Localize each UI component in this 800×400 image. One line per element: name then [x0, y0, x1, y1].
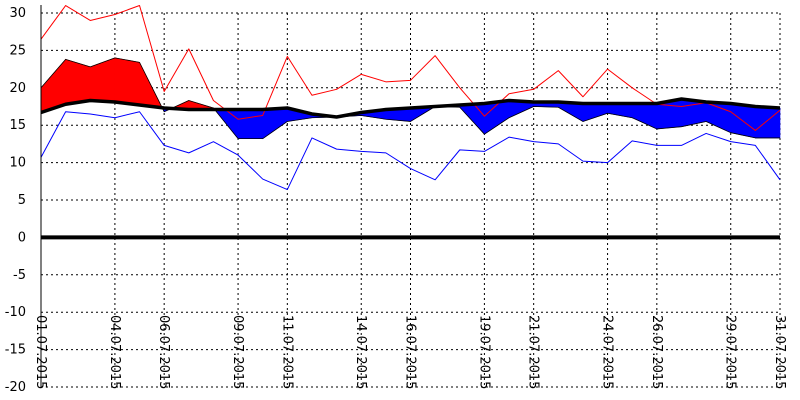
y-tick-label: 20	[9, 81, 26, 96]
series-lines	[40, 5, 781, 191]
deviation-fill-segment	[631, 103, 658, 130]
y-tick-labels: 30 25 20 15 10 5 0 -5 -10 -15 -20	[5, 6, 26, 395]
deviation-fill-segment	[755, 106, 781, 139]
x-tick-label: 19.07.2015	[476, 315, 491, 389]
y-tick-label: 15	[9, 118, 26, 133]
x-tick-labels: 01.07.2015 04.07.2015 06.07.2015 09.07.2015…	[33, 315, 787, 389]
y-tick-label: -5	[13, 268, 26, 283]
x-tick-label: 06.07.2015	[156, 315, 171, 389]
y-tick-label: 5	[18, 193, 26, 208]
x-tick-label: 04.07.2015	[107, 315, 122, 389]
y-tick-label: 10	[9, 156, 26, 171]
x-tick-label: 09.07.2015	[230, 315, 245, 389]
deviation-fill-segment	[262, 107, 288, 140]
y-tick-label: -20	[5, 380, 26, 395]
reference-mean-line	[40, 97, 781, 119]
x-tick-label: 31.07.2015	[772, 315, 787, 389]
x-tick-label: 11.07.2015	[279, 315, 294, 389]
x-tick-label: 01.07.2015	[33, 315, 48, 389]
x-tick-label: 16.07.2015	[403, 315, 418, 389]
mean-temperature-line	[40, 57, 780, 140]
x-tick-label: 14.07.2015	[353, 315, 368, 389]
y-tick-label: 0	[18, 230, 26, 245]
x-tick-label: 29.07.2015	[723, 315, 738, 389]
deviation-fill-segment	[705, 101, 732, 134]
y-tick-label: -15	[5, 343, 26, 358]
deviation-fill-segment	[237, 109, 264, 139]
deviation-fill-segment	[89, 57, 116, 103]
x-tick-label: 21.07.2015	[526, 315, 541, 389]
x-tick-label: 26.07.2015	[649, 315, 664, 389]
deviation-fill-segment	[114, 57, 140, 106]
x-tick-label: 24.07.2015	[600, 315, 615, 389]
y-tick-label: 30	[9, 6, 26, 21]
deviation-fill-segment	[582, 103, 608, 122]
min-temperature-line	[40, 111, 781, 191]
axes	[40, 5, 780, 387]
y-tick-label: 25	[9, 43, 26, 58]
y-tick-label: -10	[5, 305, 26, 320]
